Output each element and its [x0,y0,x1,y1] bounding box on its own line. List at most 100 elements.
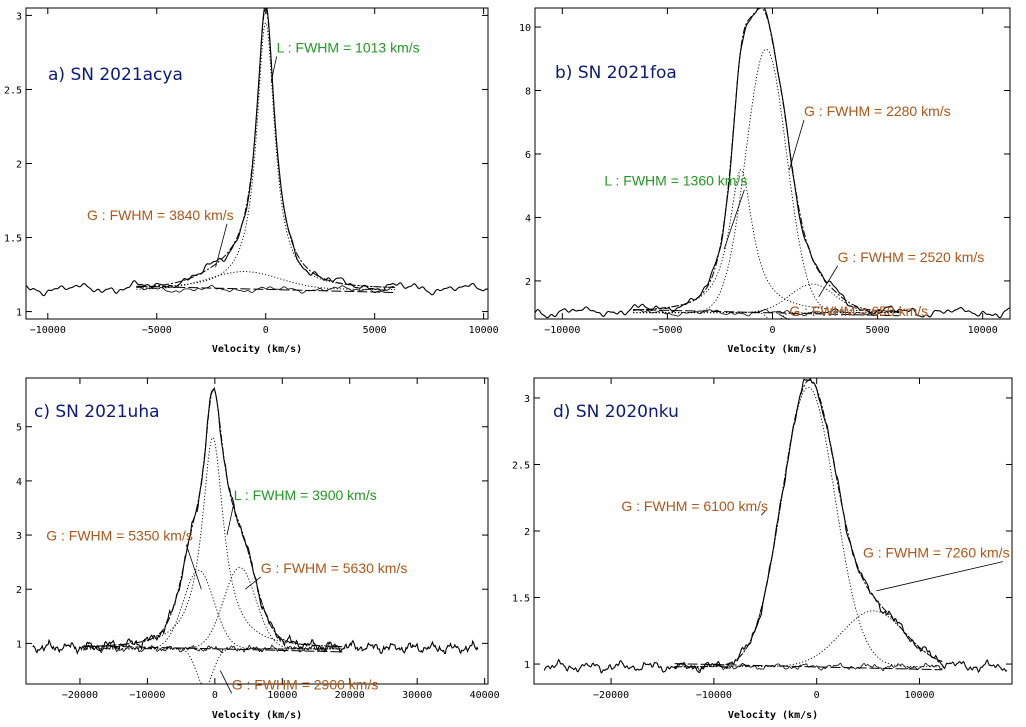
x-axis-label: Velocity (km/s) [212,709,302,721]
fit-component-4 [83,648,343,684]
annotation-leader [876,561,1004,592]
annotation-leader [788,119,805,170]
total-fit [83,388,343,648]
y-tick-label: 2 [16,585,22,596]
fit-residual [83,644,343,654]
x-axis-label: Velocity (km/s) [212,343,302,355]
fwhm-annotation: G : FWHM = 2900 km/s [232,676,379,692]
y-tick-label: 6 [525,150,531,161]
fwhm-annotation: G : FWHM = 2280 km/s [804,103,951,119]
observed-spectrum [32,386,479,655]
continuum-fit [136,285,396,293]
annotation-leader [219,670,233,694]
y-tick-label: 1.5 [512,594,530,605]
total-fit [674,379,943,668]
x-tick-label: −10000 [696,690,732,701]
x-tick-label: −10000 [30,325,66,336]
fwhm-annotation: L : FWHM = 3900 km/s [234,487,377,503]
plot-frame [25,377,489,685]
observed-spectrum [535,8,1010,319]
y-tick-label: 10 [519,23,531,34]
x-tick-label: 20000 [335,690,365,701]
x-tick-label: −10000 [129,690,165,701]
fit-component-2 [633,169,900,312]
annotation-leader [185,544,202,590]
y-tick-label: 5 [16,423,22,434]
x-tick-label: 5000 [866,325,890,336]
x-tick-label: −10000 [544,325,580,336]
panel-2: −10000 −5000 0 5000 10000 2 4 6 8 10 Velocity (km/… [519,7,1011,355]
x-tick-label: 0 [814,690,820,701]
fwhm-annotation: G : FWHM = 5630 km/s [261,560,408,576]
continuum-fit [633,309,900,317]
fit-residual [136,285,396,294]
annotation-leader [270,56,278,83]
x-tick-label: −5000 [652,325,682,336]
x-tick-label: 0 [263,325,269,336]
y-tick-label: 3 [16,11,22,22]
observed-spectrum [543,378,1008,674]
annotation-leader [215,223,228,268]
fit-component-1 [674,386,943,668]
y-tick-label: 3 [524,394,530,405]
fit-component-2 [674,610,943,668]
x-tick-label: 10000 [968,325,998,336]
fwhm-annotation: G : FWHM = 6100 km/s [621,498,768,514]
fit-component-3 [83,567,343,650]
fit-residual [632,308,900,317]
fit-component-1 [83,437,343,648]
panel-title: d) SN 2020nku [553,402,679,422]
y-tick-label: 8 [525,87,531,98]
panel-4: −20000 −10000 0 10000 1 1.5 2 2.5 3 Velocity (km/… [512,377,1013,721]
fwhm-annotation: L : FWHM = 1360 km/s [604,173,747,189]
y-tick-label: 1 [16,639,22,650]
x-tick-label: 0 [769,325,775,336]
x-tick-label: 10000 [267,690,297,701]
total-fit [633,8,900,312]
x-axis-label: Velocity (km/s) [727,343,817,355]
y-tick-label: 1.5 [4,234,22,245]
x-tick-label: 5000 [363,325,387,336]
x-tick-label: −5000 [142,325,172,336]
x-axis-label: Velocity (km/s) [728,709,818,721]
annotation-leader [723,189,745,250]
x-tick-label: −20000 [62,690,98,701]
fit-residual [674,662,943,672]
fwhm-annotation: G : FWHM = 2520 km/s [838,249,985,265]
annotation-leader [761,510,766,516]
x-tick-label: 10000 [904,690,934,701]
x-tick-label: −20000 [593,690,629,701]
y-tick-label: 1 [524,660,530,671]
x-tick-label: 40000 [470,690,500,701]
panel-title: c) SN 2021uha [34,402,160,422]
y-tick-label: 4 [525,213,531,224]
x-tick-label: 30000 [402,690,432,701]
y-tick-label: 2.5 [4,85,22,96]
y-tick-label: 2 [524,527,530,538]
y-tick-label: 2.5 [512,460,530,471]
annotation-leader [778,313,790,321]
plot-frame [533,377,1013,685]
fit-component-1 [136,22,396,288]
panel-1: −10000 −5000 0 5000 10000 1 1.5 2 2.5 3 Velocity (… [4,7,499,355]
annotation-leader [226,503,235,536]
panel-3: −20000 −10000 0 10000 20000 30000 40000 1 2 3 4 5 Ve… [16,377,500,721]
y-tick-label: 1 [16,308,22,319]
annotation-leader [244,576,261,590]
annotation-leader [818,265,838,297]
y-tick-label: 4 [16,477,22,488]
plot-frame [534,7,1011,320]
y-tick-label: 2 [16,160,22,171]
fwhm-annotation: L : FWHM = 1013 km/s [277,39,420,55]
y-tick-label: 2 [525,277,531,288]
x-tick-label: 0 [212,690,218,701]
fit-component-2 [136,271,396,290]
fwhm-annotation: G : FWHM = 5350 km/s [46,527,193,543]
panel-title: b) SN 2021foa [555,63,677,83]
fit-component-2 [83,569,343,650]
fwhm-annotation: G : FWHM = 7260 km/s [863,545,1010,561]
panel-title: a) SN 2021acya [48,65,183,85]
y-tick-label: 3 [16,531,22,542]
fwhm-annotation: G : FWHM = 650 km/s [789,303,928,319]
